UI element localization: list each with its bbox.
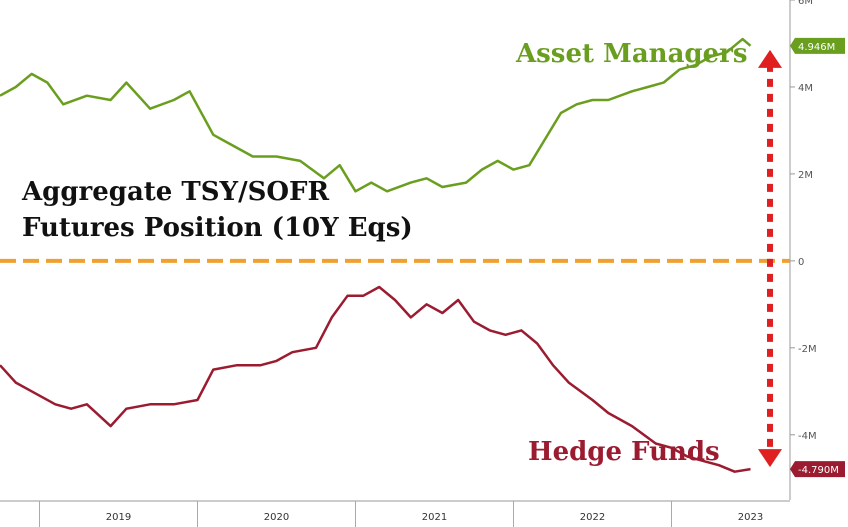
value-badge-label: 4.946M	[798, 42, 835, 53]
x-tick-label: 2020	[264, 512, 289, 523]
asset-managers-value-badge: 4.946M	[790, 37, 845, 54]
x-tick-label: 2021	[422, 512, 447, 523]
axes: 6M 4M 2M 0 -2M -4M 2019 2020 2021 2022 2023	[0, 0, 817, 527]
value-badge-bg	[790, 37, 845, 54]
y-tick-label: 6M	[798, 0, 813, 7]
series-lines	[0, 37, 790, 473]
value-badge-label: -4.790M	[798, 465, 839, 476]
hedge-funds-line	[0, 285, 751, 473]
y-tick-label: 2M	[798, 170, 813, 181]
y-tick-label: 0	[798, 257, 804, 268]
legend-asset-managers: Asset Managers	[515, 39, 748, 69]
chart-title-line-2: Futures Position (10Y Eqs)	[22, 213, 413, 243]
x-tick-label: 2022	[580, 512, 605, 523]
gap-arrow-head-up	[758, 49, 782, 68]
y-tick-label: 4M	[798, 83, 813, 94]
y-tick-label: -2M	[798, 344, 817, 355]
x-tick-label: 2023	[738, 512, 763, 523]
gap-arrow	[758, 49, 782, 468]
gap-arrow-head-down	[758, 449, 782, 468]
y-tick-label: -4M	[798, 431, 817, 442]
value-badge-bg	[790, 461, 845, 478]
annotations: Aggregate TSY/SOFR Futures Position (10Y…	[21, 37, 845, 478]
asset-managers-line	[0, 37, 752, 193]
hedge-funds-value-badge: -4.790M	[790, 461, 845, 478]
x-tick-label: 2019	[106, 512, 131, 523]
legend-hedge-funds: Hedge Funds	[528, 437, 720, 467]
chart-title-line-1: Aggregate TSY/SOFR	[21, 177, 329, 207]
